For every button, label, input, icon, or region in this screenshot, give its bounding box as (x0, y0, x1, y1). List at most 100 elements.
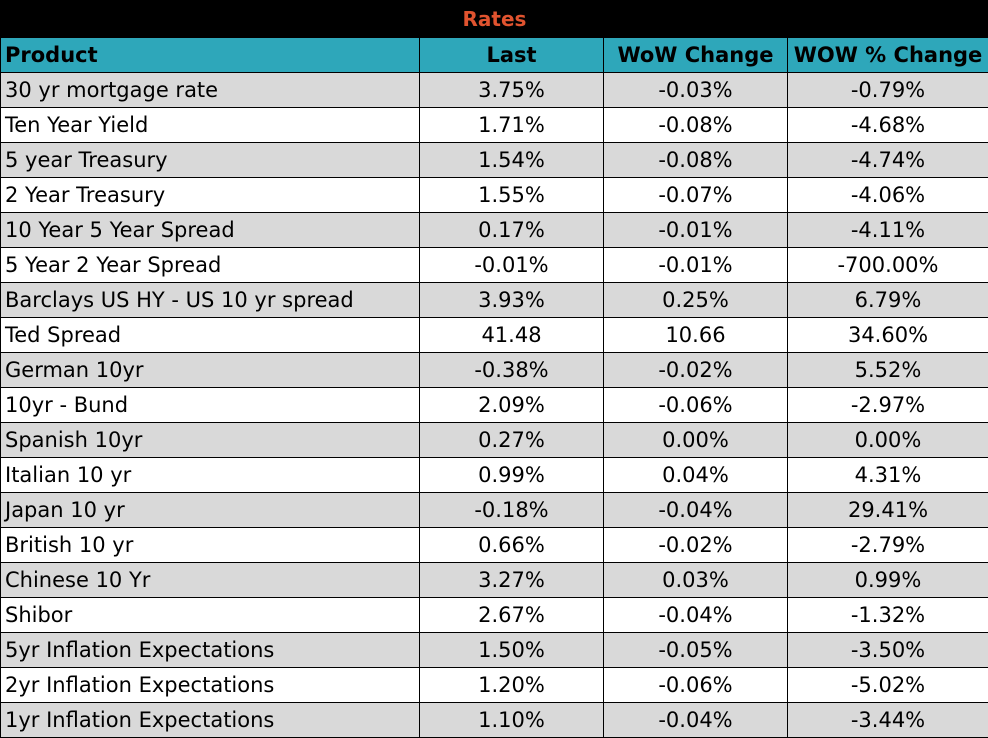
cell-last: -0.01% (420, 248, 604, 283)
cell-last: -0.18% (420, 493, 604, 528)
title-row: Rates (1, 1, 988, 38)
cell-product: British 10 yr (1, 528, 420, 563)
cell-wow-change: -0.06% (604, 388, 788, 423)
cell-wow-change: -0.01% (604, 248, 788, 283)
cell-wow-change: -0.04% (604, 598, 788, 633)
cell-wow-pct-change: -4.74% (788, 143, 988, 178)
cell-wow-pct-change: -4.06% (788, 178, 988, 213)
column-header-wow-change: WoW Change (604, 38, 788, 73)
cell-wow-change: 0.03% (604, 563, 788, 598)
cell-last: 1.20% (420, 668, 604, 703)
cell-product: 5yr Inflation Expectations (1, 633, 420, 668)
cell-wow-change: -0.07% (604, 178, 788, 213)
cell-last: 0.17% (420, 213, 604, 248)
cell-last: 0.66% (420, 528, 604, 563)
cell-wow-change: -0.01% (604, 213, 788, 248)
cell-wow-change: -0.08% (604, 143, 788, 178)
cell-product: 5 year Treasury (1, 143, 420, 178)
cell-wow-pct-change: -700.00% (788, 248, 988, 283)
cell-product: German 10yr (1, 353, 420, 388)
cell-wow-change: -0.04% (604, 703, 788, 738)
cell-wow-change: -0.02% (604, 528, 788, 563)
cell-wow-change: 0.25% (604, 283, 788, 318)
cell-product: Shibor (1, 598, 420, 633)
cell-wow-pct-change: 29.41% (788, 493, 988, 528)
table-row: Japan 10 yr-0.18%-0.04%29.41% (1, 493, 988, 528)
cell-wow-pct-change: -0.79% (788, 73, 988, 108)
column-header-last: Last (420, 38, 604, 73)
cell-product: Japan 10 yr (1, 493, 420, 528)
cell-wow-pct-change: -4.11% (788, 213, 988, 248)
cell-last: -0.38% (420, 353, 604, 388)
cell-last: 1.50% (420, 633, 604, 668)
cell-last: 2.67% (420, 598, 604, 633)
cell-last: 0.99% (420, 458, 604, 493)
cell-product: 5 Year 2 Year Spread (1, 248, 420, 283)
cell-wow-change: -0.02% (604, 353, 788, 388)
cell-last: 1.54% (420, 143, 604, 178)
cell-last: 3.27% (420, 563, 604, 598)
cell-wow-change: -0.06% (604, 668, 788, 703)
cell-product: Italian 10 yr (1, 458, 420, 493)
cell-product: Ten Year Yield (1, 108, 420, 143)
cell-product: Spanish 10yr (1, 423, 420, 458)
cell-last: 0.27% (420, 423, 604, 458)
cell-last: 3.93% (420, 283, 604, 318)
cell-last: 2.09% (420, 388, 604, 423)
cell-wow-change: 10.66 (604, 318, 788, 353)
cell-last: 3.75% (420, 73, 604, 108)
cell-product: 10 Year 5 Year Spread (1, 213, 420, 248)
cell-wow-change: -0.04% (604, 493, 788, 528)
cell-wow-change: 0.04% (604, 458, 788, 493)
cell-last: 1.71% (420, 108, 604, 143)
table-row: German 10yr-0.38%-0.02%5.52% (1, 353, 988, 388)
cell-wow-pct-change: 0.00% (788, 423, 988, 458)
cell-wow-pct-change: 0.99% (788, 563, 988, 598)
cell-product: 30 yr mortgage rate (1, 73, 420, 108)
cell-wow-pct-change: 5.52% (788, 353, 988, 388)
cell-product: 1yr Inflation Expectations (1, 703, 420, 738)
cell-wow-change: -0.03% (604, 73, 788, 108)
cell-wow-pct-change: -1.32% (788, 598, 988, 633)
cell-wow-pct-change: -2.97% (788, 388, 988, 423)
cell-product: Chinese 10 Yr (1, 563, 420, 598)
cell-wow-pct-change: -5.02% (788, 668, 988, 703)
cell-wow-pct-change: -3.50% (788, 633, 988, 668)
cell-wow-pct-change: 34.60% (788, 318, 988, 353)
cell-wow-change: -0.08% (604, 108, 788, 143)
cell-last: 41.48 (420, 318, 604, 353)
cell-product: Ted Spread (1, 318, 420, 353)
table-title: Rates (1, 1, 988, 38)
cell-last: 1.55% (420, 178, 604, 213)
cell-wow-change: 0.00% (604, 423, 788, 458)
cell-product: 2yr Inflation Expectations (1, 668, 420, 703)
header-row: Product Last WoW Change WOW % Change (1, 38, 988, 73)
cell-last: 1.10% (420, 703, 604, 738)
column-header-product: Product (1, 38, 420, 73)
column-header-wow-pct-change: WOW % Change (788, 38, 988, 73)
cell-wow-pct-change: -3.44% (788, 703, 988, 738)
cell-wow-pct-change: -2.79% (788, 528, 988, 563)
cell-wow-pct-change: 4.31% (788, 458, 988, 493)
cell-wow-pct-change: 6.79% (788, 283, 988, 318)
cell-wow-change: -0.05% (604, 633, 788, 668)
cell-wow-pct-change: -4.68% (788, 108, 988, 143)
